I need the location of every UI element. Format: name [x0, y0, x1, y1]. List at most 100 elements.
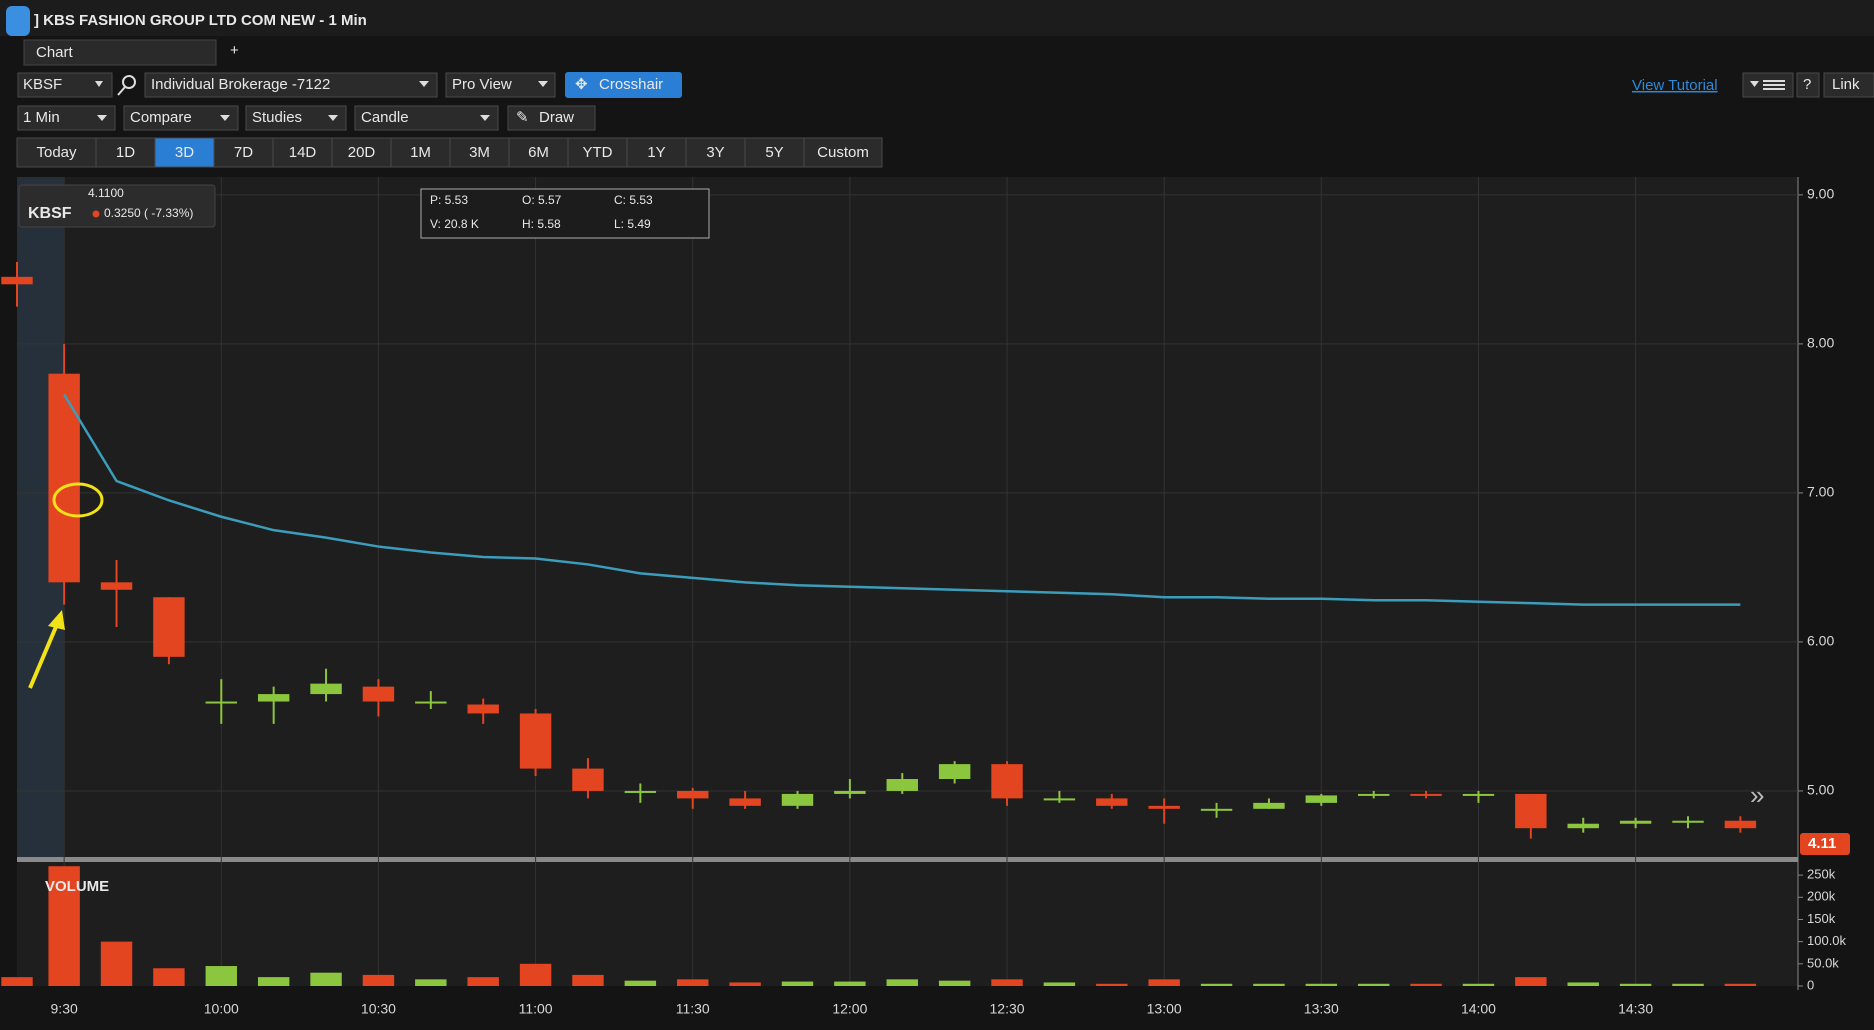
- legend-symbol: KBSF: [28, 205, 72, 222]
- candle-body: [1148, 805, 1180, 809]
- range-bar: Today 1D 3D 7D 14D 20D 1M 3M 6M YTD 1Y 3Y 5Y Custom: [16, 137, 883, 168]
- candle-body: [310, 683, 342, 695]
- legend-price: 4.1100: [88, 186, 124, 200]
- studies-select[interactable]: [245, 105, 347, 131]
- volume-title: VOLUME: [45, 878, 109, 895]
- range-button[interactable]: [803, 137, 883, 168]
- candle-body: [886, 779, 918, 791]
- draw-icon: ✎: [516, 109, 529, 126]
- range-label: 3D: [175, 144, 194, 161]
- arrow-head: [48, 610, 65, 630]
- vwap-line: [63, 393, 1741, 606]
- link-label: Link: [1832, 76, 1860, 93]
- volume-tick-label: 250k: [1807, 867, 1836, 882]
- draw-button[interactable]: [507, 105, 596, 131]
- range-button[interactable]: [626, 137, 687, 168]
- range-label: 1D: [116, 144, 135, 161]
- range-button[interactable]: [685, 137, 746, 168]
- volume-bar: [729, 982, 761, 986]
- range-label: 20D: [348, 144, 376, 161]
- volume-bar: [1200, 983, 1233, 986]
- last-price-tag: [1800, 833, 1850, 855]
- range-button[interactable]: [95, 137, 156, 168]
- x-tick-label: 12:00: [832, 1001, 867, 1017]
- x-tick-label: 13:00: [1147, 1001, 1182, 1017]
- interval-label: 1 Min: [23, 109, 60, 126]
- dropdown-arrow: [95, 81, 103, 87]
- range-button[interactable]: [567, 137, 628, 168]
- volume-bar: [362, 974, 395, 986]
- x-tick-label: 9:30: [51, 1001, 78, 1017]
- volume-bar: [1410, 983, 1442, 986]
- y-tick-label: 7.00: [1807, 484, 1834, 500]
- style-select[interactable]: [354, 105, 499, 131]
- tab[interactable]: [23, 39, 217, 66]
- symbol-box[interactable]: [17, 72, 113, 98]
- tutorial-link[interactable]: View Tutorial: [1632, 77, 1718, 94]
- link-button[interactable]: [1823, 72, 1874, 98]
- volume-bar: [938, 980, 971, 986]
- candle-body: [938, 764, 971, 780]
- title-bar: [0, 0, 1874, 36]
- candle-body: [100, 582, 133, 590]
- volume-bar: [1462, 983, 1495, 986]
- candle-body: [257, 694, 290, 702]
- dropdown-arrow: [480, 115, 490, 121]
- symbol-input: KBSF: [23, 76, 62, 93]
- candle-body: [1567, 823, 1599, 829]
- volume-bar: [1672, 983, 1704, 986]
- compare-label: Compare: [130, 109, 192, 126]
- ohlc-p: P: 5.53: [430, 193, 468, 207]
- volume-tick-label: 0: [1807, 977, 1814, 992]
- dropdown-arrow: [538, 81, 548, 87]
- range-button[interactable]: [390, 137, 451, 168]
- account-select[interactable]: [144, 72, 438, 98]
- x-tick-label: 10:30: [361, 1001, 396, 1017]
- annotation-arrow: [28, 621, 60, 689]
- volume-bar: [1724, 983, 1757, 986]
- range-button[interactable]: [331, 137, 392, 168]
- range-button[interactable]: [449, 137, 510, 168]
- crosshair-button[interactable]: [565, 72, 682, 98]
- view-select[interactable]: [445, 72, 556, 98]
- panel-divider: [17, 857, 1798, 862]
- candle-body: [781, 793, 814, 806]
- x-tick-label: 11:00: [519, 1001, 553, 1017]
- volume-tick-label: 100.0k: [1807, 933, 1847, 948]
- tab-label: Chart: [36, 44, 74, 61]
- candle-body: [1200, 808, 1233, 811]
- add-tab[interactable]: +: [230, 42, 239, 59]
- x-tick-label: 11:30: [676, 1001, 710, 1017]
- crosshair-icon: ✥: [575, 76, 588, 93]
- candle-body: [677, 790, 709, 799]
- plot: 9:30 10:00 10:30 11:00 11:30 12:00 12:30 13:00 1…: [1, 177, 1850, 1017]
- volume-bar: [1043, 982, 1076, 986]
- app-icon: [6, 6, 30, 36]
- candle-body: [519, 713, 552, 769]
- candle-body: [624, 790, 657, 793]
- candle-body: [1253, 802, 1285, 809]
- range-button[interactable]: [272, 137, 333, 168]
- y-tick-label: 9.00: [1807, 186, 1834, 202]
- ohlc-c: C: 5.53: [614, 193, 653, 207]
- studies-label: Studies: [252, 109, 302, 126]
- change-dot: [92, 210, 100, 218]
- candle-body: [48, 373, 80, 583]
- compare-select[interactable]: [123, 105, 239, 131]
- range-label: 1Y: [647, 144, 665, 161]
- volume-bar: [467, 977, 499, 986]
- interval-select[interactable]: [17, 105, 116, 131]
- candle-body: [572, 768, 604, 791]
- volume-bar: [991, 979, 1023, 986]
- range-button[interactable]: [508, 137, 569, 168]
- volume-bar: [205, 966, 238, 986]
- dropdown-arrow: [97, 115, 107, 121]
- candle-body: [834, 790, 866, 794]
- help-button[interactable]: [1796, 72, 1820, 98]
- search-handle: [117, 86, 126, 96]
- range-button[interactable]: [154, 137, 215, 168]
- scroll-right[interactable]: »: [1750, 780, 1764, 810]
- search-icon[interactable]: [122, 75, 136, 89]
- range-label: Today: [36, 144, 77, 161]
